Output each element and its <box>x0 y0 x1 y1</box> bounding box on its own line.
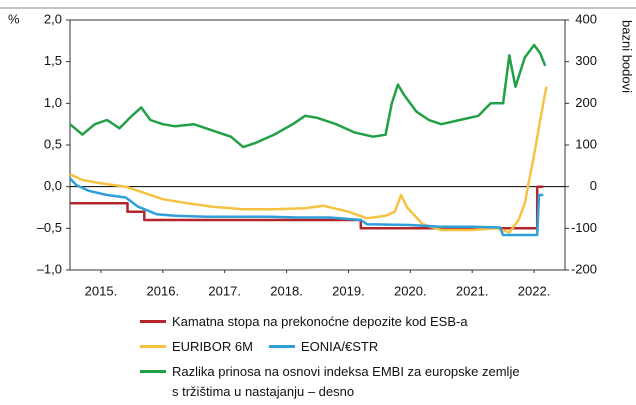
legend-label: Razlika prinosa na osnovi indeksa EMBI z… <box>172 364 520 399</box>
y-tick-label: 0,5 <box>44 136 62 151</box>
legend-swatch <box>140 370 166 373</box>
plot-frame <box>69 19 566 271</box>
legend-swatch <box>140 320 166 323</box>
legend: Kamatna stopa na prekonoćne depozite kod… <box>140 312 538 399</box>
y2-tick-label: 0 <box>590 178 597 193</box>
y-tick-label: –1,0 <box>37 261 62 276</box>
x-tick-label: 2019. <box>332 283 365 298</box>
y-tick-label: 2,0 <box>44 11 62 26</box>
y2-tick-label: 100 <box>575 136 597 151</box>
y2-tick-label: -100 <box>571 220 597 235</box>
x-tick-label: 2020. <box>394 283 427 298</box>
legend-label: EURIBOR 6M <box>172 339 253 354</box>
x-tick-label: 2015. <box>85 283 118 298</box>
legend-swatch <box>140 345 166 348</box>
y2-tick-label: 400 <box>575 11 597 26</box>
x-tick-label: 2022. <box>518 283 551 298</box>
y-axis-label: % <box>8 11 20 26</box>
legend-row: Kamatna stopa na prekonoćne depozite kod… <box>140 312 538 337</box>
legend-item: Razlika prinosa na osnovi indeksa EMBI z… <box>140 362 522 402</box>
legend-label: Kamatna stopa na prekonoćne depozite kod… <box>172 314 468 329</box>
x-tick-label: 2021. <box>456 283 489 298</box>
y2-axis-label: bazni bodovi <box>620 20 635 93</box>
y-tick-label: –0,5 <box>37 220 62 235</box>
legend-label: EONIA/€STR <box>300 339 379 354</box>
y2-tick-label: -200 <box>571 261 597 276</box>
legend-item: Kamatna stopa na prekonoćne depozite kod… <box>140 312 468 332</box>
y-tick-label: 1,0 <box>44 95 62 110</box>
y2-tick-label: 300 <box>575 53 597 68</box>
legend-swatch <box>268 345 295 348</box>
x-tick-label: 2018. <box>270 283 303 298</box>
x-tick-label: 2017. <box>208 283 241 298</box>
legend-item: EONIA/€STR <box>268 337 379 357</box>
y2-tick-label: 200 <box>575 95 597 110</box>
y-tick-label: 1,5 <box>44 53 62 68</box>
series-line <box>69 43 547 149</box>
series-line <box>69 86 548 234</box>
legend-row: EURIBOR 6M EONIA/€STR <box>140 337 538 362</box>
x-tick-label: 2016. <box>147 283 180 298</box>
series-line <box>69 177 544 237</box>
chart: % bazni bodovi 2,0 1,5 1,0 0,5 0,0 –0,5 –1,0 40… <box>0 7 636 298</box>
legend-item: EURIBOR 6M <box>140 337 253 357</box>
legend-row: Razlika prinosa na osnovi indeksa EMBI z… <box>140 362 538 399</box>
y-tick-label: 0,0 <box>44 178 62 193</box>
